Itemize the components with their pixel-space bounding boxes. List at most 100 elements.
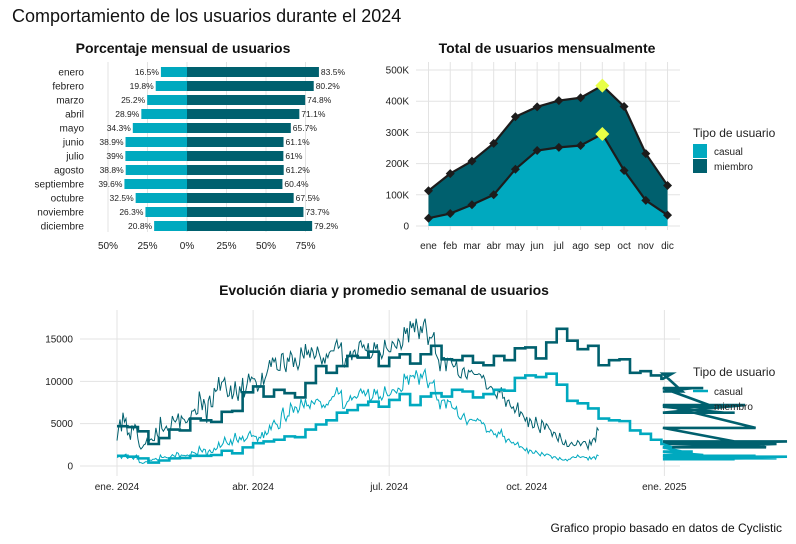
miembro-bar-label: 71.1% — [301, 109, 326, 119]
line-legend-casual-label: casual — [714, 387, 743, 398]
bar-x-tick-label: 0% — [180, 241, 195, 252]
area-x-tick-label: sep — [594, 241, 611, 252]
legend-casual-key — [693, 144, 707, 158]
casual-bar — [135, 193, 187, 203]
area-y-tick-label: 100K — [386, 190, 410, 201]
line-x-tick-label: abr. 2024 — [232, 482, 274, 493]
bar-category-label: julio — [65, 152, 84, 163]
miembro-bar — [187, 179, 283, 189]
miembro-area — [428, 85, 668, 219]
miembro-bar-label: 61.1% — [286, 137, 311, 147]
line-legend-title: Tipo de usuario — [693, 365, 776, 379]
line-x-tick-label: ene. 2025 — [642, 482, 687, 493]
casual-bar-label: 26.3% — [119, 207, 144, 217]
miembro-bar-label: 83.5% — [321, 67, 346, 77]
area-y-tick-label: 500K — [386, 66, 410, 77]
daily-miembro-line — [116, 318, 600, 452]
casual-bar — [147, 95, 187, 105]
miembro-bar-label: 61.2% — [286, 165, 311, 175]
area-x-tick-label: mar — [463, 241, 481, 252]
casual-bar — [125, 137, 187, 147]
casual-point — [532, 145, 542, 155]
total-point — [554, 96, 564, 106]
casual-point — [641, 195, 651, 205]
miembro-bar — [187, 67, 319, 77]
line-y-tick-label: 10000 — [45, 377, 73, 388]
area-x-tick-label: dic — [661, 241, 674, 252]
area-y-tick-label: 300K — [386, 128, 410, 139]
area-x-tick-label: feb — [443, 241, 457, 252]
bar-x-tick-label: 75% — [295, 241, 315, 252]
line-legend-miembro-label: miembro — [714, 402, 753, 413]
page-title: Comportamiento de los usuarios durante e… — [12, 6, 402, 26]
miembro-bar — [187, 165, 284, 175]
highlight-total-point — [595, 78, 610, 93]
casual-point — [663, 210, 673, 220]
casual-bar — [141, 109, 187, 119]
bar-category-label: enero — [58, 68, 84, 79]
monthly-area-chart: Total de usuarios mensualmente 0 100K 200K 3… — [386, 40, 776, 252]
casual-bar — [124, 179, 187, 189]
total-point — [576, 93, 586, 103]
casual-bar-label: 32.5% — [110, 193, 135, 203]
miembro-bar — [187, 193, 294, 203]
daily-line-chart: Evolución diaria y promedio semanal de u… — [45, 282, 788, 493]
casual-line — [428, 132, 669, 220]
total-point — [532, 102, 542, 112]
bar-x-tick-label: 50% — [256, 241, 276, 252]
miembro-bar-label: 67.5% — [296, 193, 321, 203]
casual-bar-label: 38.8% — [100, 165, 125, 175]
miembro-bar — [187, 207, 304, 217]
miembro-bar — [187, 137, 284, 147]
area-x-tick-label: may — [506, 241, 525, 252]
chart-caption: Grafico propio basado en datos de Cyclis… — [550, 521, 782, 535]
line-x-tick-label: jul. 2024 — [369, 482, 408, 493]
bar-category-label: diciembre — [41, 222, 85, 233]
area-x-tick-label: abr — [486, 241, 501, 252]
line-y-tick-label: 5000 — [51, 419, 74, 430]
casual-bar-label: 38.9% — [99, 137, 124, 147]
casual-bar — [160, 67, 187, 77]
casual-bar — [155, 81, 187, 91]
miembro-bar-label: 79.2% — [314, 221, 339, 231]
bar-x-tick-label: 50% — [98, 241, 118, 252]
legend-miembro-key — [693, 159, 707, 173]
bar-x-tick-label: 25% — [137, 241, 157, 252]
casual-point — [445, 209, 455, 219]
miembro-bar-label: 60.4% — [284, 179, 309, 189]
weekly-casual-line — [117, 372, 788, 464]
miembro-bar — [187, 123, 291, 133]
total-point — [489, 138, 499, 148]
bar-category-label: abril — [65, 110, 84, 121]
casual-point — [467, 200, 477, 210]
total-point — [619, 102, 629, 112]
bar-category-label: junio — [62, 138, 85, 149]
miembro-bar-label: 65.7% — [293, 123, 318, 133]
casual-bar-label: 19.8% — [130, 81, 155, 91]
bar-x-tick-label: 25% — [216, 241, 236, 252]
legend-casual-label: casual — [714, 147, 743, 158]
miembro-bar — [187, 151, 284, 161]
casual-bar — [154, 221, 187, 231]
area-x-tick-label: ago — [572, 241, 589, 252]
miembro-bar-label: 80.2% — [316, 81, 341, 91]
line-x-tick-label: oct. 2024 — [506, 482, 548, 493]
daily-casual-line — [116, 367, 599, 464]
bar-category-label: septiembre — [35, 180, 85, 191]
casual-area — [428, 133, 668, 226]
casual-point — [489, 190, 499, 200]
area-x-tick-label: jul — [553, 241, 564, 252]
casual-point — [576, 141, 586, 151]
total-point — [445, 169, 455, 179]
area-y-tick-label: 200K — [386, 159, 410, 170]
total-point — [663, 180, 673, 190]
line-y-tick-label: 0 — [67, 462, 73, 473]
bar-chart-title: Porcentaje mensual de usuarios — [76, 40, 291, 56]
casual-bar-label: 28.9% — [115, 109, 140, 119]
casual-bar-label: 16.5% — [135, 67, 160, 77]
weekly-miembro-line — [117, 327, 788, 449]
casual-bar — [145, 207, 187, 217]
casual-bar — [125, 165, 187, 175]
bar-category-label: febrero — [52, 82, 84, 93]
